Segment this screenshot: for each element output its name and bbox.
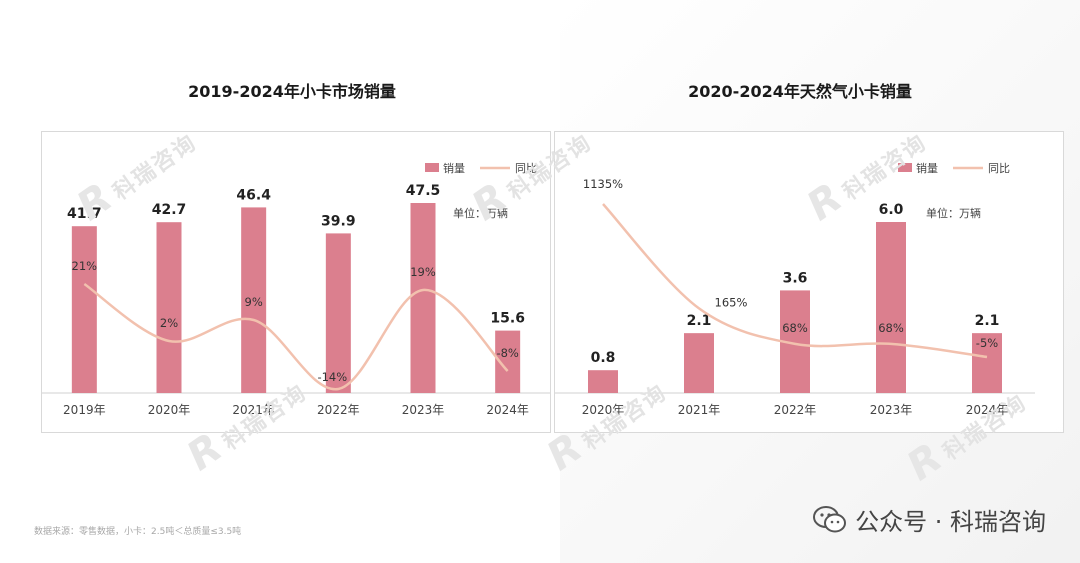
unit-label: 单位：万辆 bbox=[926, 206, 981, 220]
growth-line bbox=[83, 282, 509, 391]
bar bbox=[684, 333, 714, 393]
legend-bar-label: 销量 bbox=[916, 161, 938, 175]
x-tick-label: 2022年 bbox=[774, 403, 817, 417]
x-tick-label: 2022年 bbox=[317, 403, 360, 417]
bar-value-label: 46.4 bbox=[236, 187, 271, 203]
left-chart-title: 2019-2024年小卡市场销量 bbox=[188, 82, 396, 101]
growth-label: 68% bbox=[878, 321, 904, 335]
bar-value-label: 2.1 bbox=[975, 313, 1000, 329]
bar-value-label: 3.6 bbox=[783, 270, 808, 286]
bar-value-label: 42.7 bbox=[152, 202, 187, 218]
bar bbox=[156, 222, 182, 393]
x-tick-label: 2021年 bbox=[678, 403, 721, 417]
bar-value-label: 47.5 bbox=[406, 183, 441, 199]
bar bbox=[588, 370, 618, 393]
bar-value-label: 41.7 bbox=[67, 206, 102, 222]
wechat-icon bbox=[813, 505, 847, 534]
bar bbox=[71, 226, 97, 393]
growth-label: -8% bbox=[496, 346, 518, 360]
bar-value-label: 0.8 bbox=[591, 350, 616, 366]
unit-label: 单位：万辆 bbox=[453, 206, 508, 220]
data-source-note: 数据来源：零售数据，小卡：2.5吨＜总质量≤3.5吨 bbox=[34, 527, 242, 537]
x-tick-label: 2021年 bbox=[232, 403, 275, 417]
x-tick-label: 2020年 bbox=[582, 403, 625, 417]
growth-label: -14% bbox=[317, 370, 347, 384]
growth-label: 2% bbox=[160, 316, 178, 330]
x-tick-label: 2024年 bbox=[486, 403, 529, 417]
bar bbox=[325, 233, 351, 393]
x-tick-label: 2019年 bbox=[63, 403, 106, 417]
growth-label: 1135% bbox=[583, 177, 623, 191]
x-tick-label: 2023年 bbox=[402, 403, 445, 417]
legend-bar-swatch bbox=[425, 163, 439, 172]
growth-label: 21% bbox=[72, 259, 98, 273]
bar bbox=[876, 222, 906, 393]
x-tick-label: 2024年 bbox=[966, 403, 1009, 417]
growth-label: 19% bbox=[410, 265, 436, 279]
legend-line-label: 同比 bbox=[515, 162, 537, 175]
bar-value-label: 39.9 bbox=[321, 213, 356, 229]
legend-bar-swatch bbox=[898, 163, 912, 172]
growth-label: 165% bbox=[715, 295, 748, 309]
growth-label: -5% bbox=[976, 336, 998, 350]
growth-line bbox=[602, 203, 988, 359]
bar bbox=[241, 207, 267, 393]
x-tick-label: 2020年 bbox=[148, 403, 191, 417]
x-tick-label: 2023年 bbox=[870, 403, 913, 417]
growth-label: 68% bbox=[782, 321, 808, 335]
legend-line-label: 同比 bbox=[988, 162, 1010, 175]
bar-value-label: 6.0 bbox=[879, 202, 904, 218]
bar-value-label: 2.1 bbox=[687, 313, 712, 329]
bar bbox=[410, 203, 436, 393]
bar-value-label: 15.6 bbox=[490, 311, 525, 327]
right-chart-panel: 销量 同比单位：万辆 0.8 2020年 2.1 2021年 3.6 2022年 6.0 2023… bbox=[554, 131, 1064, 433]
bar bbox=[972, 333, 1002, 393]
legend-bar-label: 销量 bbox=[443, 161, 465, 175]
brand-signature: 公众号 · 科瑞咨询 bbox=[813, 502, 1046, 537]
left-chart-panel: 销量 同比单位：万辆 41.7 2019年 42.7 2020年 46.4 2021年 39.9… bbox=[41, 131, 551, 433]
growth-label: 9% bbox=[245, 295, 263, 309]
brand-text: 公众号 · 科瑞咨询 bbox=[855, 508, 1046, 536]
right-chart-title: 2020-2024年天然气小卡销量 bbox=[688, 82, 912, 101]
